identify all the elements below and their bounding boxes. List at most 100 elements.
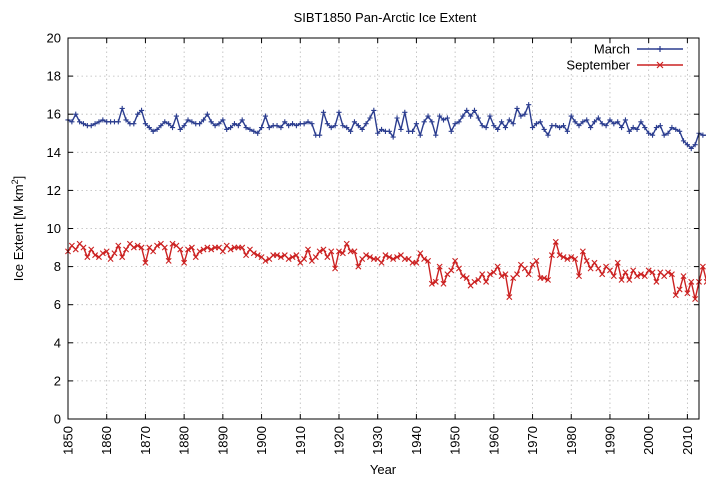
data-point-september-1868 (134, 242, 141, 249)
data-point-september-1917 (324, 254, 331, 261)
chart-title: SIBT1850 Pan-Arctic Ice Extent (294, 10, 477, 25)
data-point-march-1912 (305, 119, 311, 125)
data-point-march-1892 (227, 124, 234, 131)
data-point-march-2000 (646, 130, 652, 136)
data-point-march-1904 (274, 123, 280, 129)
data-point-march-1854 (80, 121, 87, 127)
data-point-september-1997 (634, 273, 641, 280)
data-point-march-1993 (618, 124, 625, 131)
data-point-september-1992 (614, 259, 621, 266)
data-point-march-1996 (630, 124, 636, 131)
data-point-march-1948 (444, 115, 450, 121)
data-point-march-1918 (328, 124, 334, 131)
data-point-march-1967 (518, 113, 524, 119)
legend-label-september: September (566, 58, 630, 73)
data-point-march-1936 (398, 126, 404, 133)
data-point-september-1859 (99, 250, 106, 257)
y-axis-label-suffix: ] (11, 176, 26, 180)
y-tick-label-16: 16 (47, 107, 61, 122)
data-point-march-1851 (69, 119, 75, 125)
data-point-march-1963 (502, 124, 509, 131)
data-point-september-1957 (479, 271, 486, 278)
data-point-march-1977 (557, 124, 563, 131)
data-point-march-1889 (216, 121, 222, 127)
data-point-march-1872 (150, 128, 156, 134)
data-point-march-1990 (607, 117, 613, 123)
data-point-march-1919 (332, 123, 338, 129)
data-point-september-2014 (699, 263, 706, 270)
y-tick-label-8: 8 (54, 259, 61, 274)
y-tick-label-12: 12 (47, 183, 61, 198)
data-point-september-1884 (196, 248, 203, 255)
data-point-march-1935 (394, 115, 400, 121)
data-point-march-1994 (622, 117, 629, 123)
data-point-september-1911 (301, 255, 308, 262)
data-point-march-1966 (514, 105, 520, 112)
data-point-march-2005 (665, 130, 671, 136)
data-point-march-1989 (603, 123, 609, 129)
data-point-september-1865 (123, 246, 130, 253)
data-point-march-1985 (588, 124, 594, 131)
data-point-september-1962 (498, 273, 505, 280)
data-point-september-1968 (521, 265, 528, 272)
data-point-march-1857 (92, 121, 98, 127)
data-point-september-1990 (606, 267, 613, 274)
data-point-september-2012 (692, 295, 699, 302)
data-point-september-1883 (192, 254, 199, 261)
data-point-march-1952 (460, 113, 466, 119)
data-point-march-2004 (661, 132, 667, 138)
data-point-march-1995 (626, 128, 632, 134)
data-point-march-1886 (204, 111, 210, 117)
y-axis-label-main: Ice Extent [M km (11, 184, 26, 281)
x-tick-label-1900: 1900 (254, 426, 269, 455)
data-point-march-1928 (367, 115, 373, 121)
data-point-march-1984 (584, 117, 590, 123)
data-point-september-1984 (583, 257, 590, 264)
data-point-march-1895 (239, 117, 245, 123)
data-point-march-1962 (498, 119, 505, 125)
data-point-march-1885 (200, 117, 207, 123)
data-point-september-1855 (84, 254, 91, 261)
data-point-september-1861 (107, 255, 114, 262)
data-point-march-1874 (158, 123, 164, 129)
data-point-september-1886 (204, 244, 211, 251)
data-point-september-1982 (576, 273, 582, 280)
data-point-march-1954 (468, 113, 474, 119)
data-point-september-2008 (676, 286, 683, 293)
data-point-september-1953 (463, 275, 470, 282)
data-point-september-1880 (181, 259, 188, 266)
data-point-september-1920 (335, 248, 342, 255)
data-point-march-2007 (673, 126, 679, 133)
data-point-september-1986 (591, 259, 598, 266)
data-point-march-1940 (413, 121, 420, 127)
y-tick-label-6: 6 (54, 297, 61, 312)
data-point-march-1894 (235, 123, 241, 129)
data-point-september-1958 (483, 278, 490, 285)
data-point-march-1871 (146, 124, 152, 131)
x-tick-label-1880: 1880 (177, 426, 192, 455)
x-tick-label-1910: 1910 (293, 426, 308, 455)
data-point-march-1911 (301, 121, 307, 127)
data-point-march-1971 (533, 121, 540, 127)
data-point-september-1956 (475, 276, 482, 283)
data-point-march-1876 (166, 121, 172, 127)
data-point-september-1942 (421, 255, 428, 262)
data-point-march-1905 (278, 124, 284, 131)
data-point-march-1881 (185, 117, 191, 123)
x-tick-label-1860: 1860 (99, 426, 114, 455)
y-tick-label-2: 2 (54, 373, 61, 388)
data-point-march-1998 (638, 119, 644, 125)
legend-marker-march (657, 46, 663, 52)
data-point-september-1922 (343, 240, 350, 247)
data-point-september-1899 (254, 252, 261, 259)
data-point-march-1947 (440, 117, 447, 123)
data-point-march-1899 (255, 130, 261, 136)
data-point-september-1881 (185, 246, 191, 253)
data-point-september-1944 (428, 280, 435, 287)
data-point-september-1854 (80, 244, 87, 251)
data-point-september-1895 (239, 244, 246, 251)
data-point-march-1909 (293, 123, 299, 129)
data-point-september-1890 (219, 248, 226, 255)
data-point-march-1916 (320, 109, 327, 115)
